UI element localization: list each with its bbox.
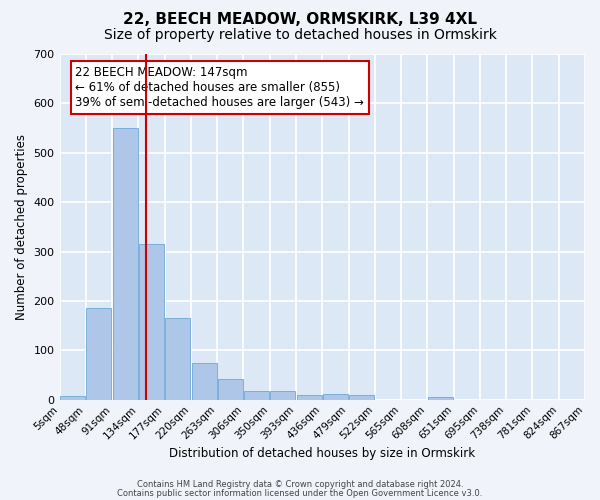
- Text: Contains HM Land Registry data © Crown copyright and database right 2024.: Contains HM Land Registry data © Crown c…: [137, 480, 463, 489]
- Bar: [244, 392, 269, 400]
- Bar: [139, 244, 164, 400]
- Bar: [218, 379, 243, 400]
- Bar: [323, 394, 348, 400]
- Bar: [86, 308, 112, 400]
- X-axis label: Distribution of detached houses by size in Ormskirk: Distribution of detached houses by size …: [169, 447, 475, 460]
- Text: Size of property relative to detached houses in Ormskirk: Size of property relative to detached ho…: [104, 28, 496, 42]
- Text: Contains public sector information licensed under the Open Government Licence v3: Contains public sector information licen…: [118, 488, 482, 498]
- Bar: [165, 318, 190, 400]
- Bar: [271, 392, 295, 400]
- Text: 22, BEECH MEADOW, ORMSKIRK, L39 4XL: 22, BEECH MEADOW, ORMSKIRK, L39 4XL: [123, 12, 477, 28]
- Text: 22 BEECH MEADOW: 147sqm
← 61% of detached houses are smaller (855)
39% of semi-d: 22 BEECH MEADOW: 147sqm ← 61% of detache…: [76, 66, 364, 109]
- Bar: [428, 397, 453, 400]
- Y-axis label: Number of detached properties: Number of detached properties: [15, 134, 28, 320]
- Bar: [296, 395, 322, 400]
- Bar: [60, 396, 85, 400]
- Bar: [113, 128, 138, 400]
- Bar: [191, 362, 217, 400]
- Bar: [349, 395, 374, 400]
